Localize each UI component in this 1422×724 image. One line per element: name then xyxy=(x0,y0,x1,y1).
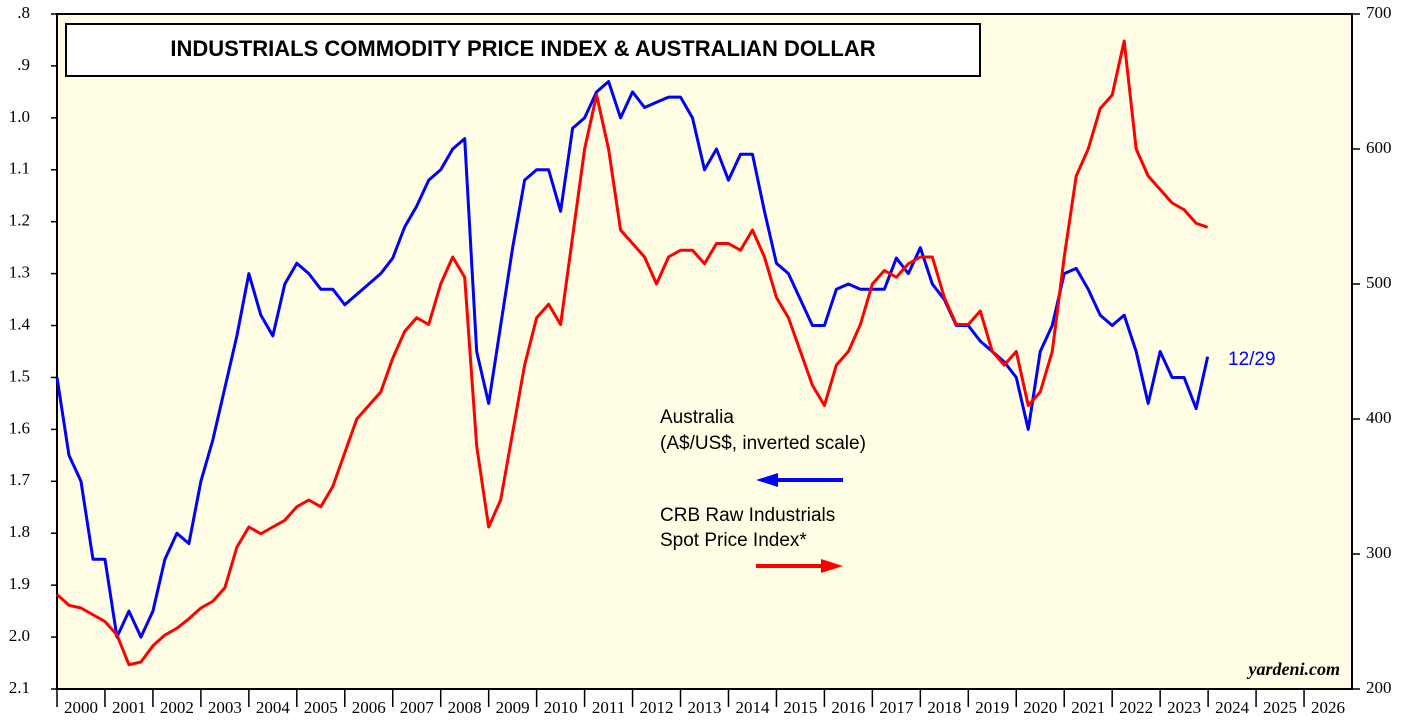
chart-title: INDUSTRIALS COMMODITY PRICE INDEX & AUST… xyxy=(170,36,875,61)
arrow-left xyxy=(756,473,843,487)
annotation: CRB Raw Industrials xyxy=(660,505,835,526)
x-tick-label: 2019 xyxy=(975,698,1009,717)
y-tick-label: 2.1 xyxy=(9,678,30,697)
x-tick-label: 2025 xyxy=(1263,698,1297,717)
y2-tick-label: 200 xyxy=(1366,678,1392,697)
y2-tick-label: 300 xyxy=(1366,543,1392,562)
series-line xyxy=(55,39,1209,667)
y-tick-label: 1.6 xyxy=(9,418,30,437)
x-tick-label: 2006 xyxy=(352,698,386,717)
x-tick-label: 2004 xyxy=(256,698,291,717)
y2-tick-label: 700 xyxy=(1366,3,1392,22)
x-tick-label: 2021 xyxy=(1071,698,1105,717)
x-tick-label: 2003 xyxy=(208,698,242,717)
x-tick-label: 2023 xyxy=(1167,698,1201,717)
y-tick-label: 1.7 xyxy=(9,470,31,489)
y-tick-label: .8 xyxy=(17,3,30,22)
x-tick-label: 2020 xyxy=(1023,698,1057,717)
x-tick-label: 2014 xyxy=(735,698,770,717)
x-tick-label: 2002 xyxy=(160,698,194,717)
x-tick-label: 2012 xyxy=(640,698,674,717)
y-tick-label: 1.8 xyxy=(9,522,30,541)
x-tick-label: 2017 xyxy=(879,698,914,717)
y-tick-label: .9 xyxy=(17,55,30,74)
y-tick-label: 1.5 xyxy=(9,366,30,385)
y2-tick-label: 500 xyxy=(1366,273,1392,292)
x-tick-label: 2010 xyxy=(544,698,578,717)
title-box xyxy=(65,23,981,77)
x-tick-label: 2024 xyxy=(1215,698,1250,717)
y-tick-label: 2.0 xyxy=(9,626,30,645)
plot-area xyxy=(56,13,1353,690)
series-line xyxy=(55,80,1210,639)
x-tick-label: 2015 xyxy=(783,698,817,717)
x-tick-label: 2008 xyxy=(448,698,482,717)
y2-tick-label: 400 xyxy=(1366,408,1392,427)
annotation: (A$/US$, inverted scale) xyxy=(660,433,866,454)
y-tick-label: 1.4 xyxy=(9,314,31,333)
x-tick-label: 2011 xyxy=(592,698,625,717)
x-tick-label: 2016 xyxy=(831,698,865,717)
annotation: Australia xyxy=(660,407,734,428)
x-tick-label: 2000 xyxy=(64,698,98,717)
y-tick-label: 1.9 xyxy=(9,574,30,593)
y2-tick-label: 600 xyxy=(1366,138,1392,157)
y-tick-label: 1.3 xyxy=(9,263,30,282)
y-tick-label: 1.1 xyxy=(9,159,30,178)
x-tick-label: 2022 xyxy=(1119,698,1153,717)
x-tick-label: 2007 xyxy=(400,698,435,717)
x-tick-label: 2009 xyxy=(496,698,530,717)
y-tick-label: 1.2 xyxy=(9,211,30,230)
annotation: Spot Price Index* xyxy=(660,530,807,551)
x-tick-label: 2013 xyxy=(688,698,722,717)
watermark: yardeni.com xyxy=(1247,659,1341,679)
arrow-right xyxy=(756,559,843,573)
x-tick-label: 2001 xyxy=(112,698,146,717)
x-tick-label: 2018 xyxy=(927,698,961,717)
x-tick-label: 2026 xyxy=(1311,698,1345,717)
x-tick-label: 2005 xyxy=(304,698,338,717)
y-tick-label: 1.0 xyxy=(9,107,30,126)
annotation: 12/29 xyxy=(1228,349,1276,370)
